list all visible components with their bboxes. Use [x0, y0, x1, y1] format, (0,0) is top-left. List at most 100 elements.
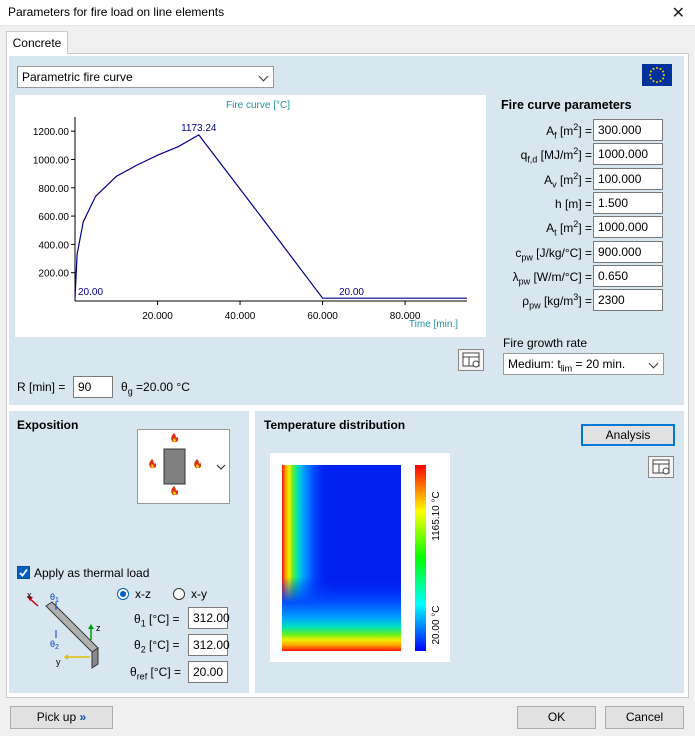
theta1-sub: 1 [140, 618, 146, 629]
param-input[interactable]: 300.000 [593, 119, 663, 141]
y-tick-label: 800.00 [38, 184, 69, 195]
exposition-select[interactable] [137, 429, 230, 504]
param-input[interactable]: 1000.000 [593, 143, 663, 166]
param-sub: v [552, 178, 557, 189]
param-unit: [kg/m [540, 294, 574, 309]
y-tick-label: 400.00 [38, 240, 69, 251]
param-input[interactable]: 100.000 [593, 167, 663, 190]
star-icon [652, 80, 655, 83]
title-bar: Parameters for fire load on line element… [0, 0, 695, 26]
axis-z-label: z [96, 623, 101, 633]
export-chart-icon[interactable] [458, 349, 484, 371]
param-input[interactable]: 0.650 [593, 264, 663, 287]
theta2-axis-symbol: θ [50, 639, 55, 649]
r-min-input[interactable]: 90 [73, 376, 113, 398]
theta-g-sub: g [127, 386, 133, 397]
close-icon[interactable]: ✕ [671, 5, 685, 22]
param-symbol: ρ [522, 294, 530, 309]
param-label: At [m2] = [546, 219, 592, 237]
chevron-down-icon [648, 358, 659, 369]
window-title: Parameters for fire load on line element… [8, 5, 225, 19]
axis-y-label: y [56, 657, 61, 667]
cancel-button[interactable]: Cancel [605, 706, 684, 729]
x-tick-label: 20.000 [142, 311, 173, 322]
param-sub: pw [529, 300, 541, 311]
fire-curve-chart: Fire curve [°C] 1200.00 1000.00 800.00 600.… [15, 95, 486, 337]
thetaref-unit: [°C] = [147, 665, 182, 679]
star-icon [656, 81, 658, 83]
param-unit: [MJ/m [537, 148, 574, 163]
param-unit: [m [556, 221, 574, 236]
temperature-title: Temperature distribution [264, 418, 406, 432]
param-sup: 2 [573, 219, 579, 230]
x-axis-label: Time [min.] [409, 319, 458, 330]
ok-button[interactable]: OK [517, 706, 596, 729]
param-symbol: c [515, 245, 522, 260]
theta2-sub: 2 [140, 644, 146, 655]
param-sub: pw [518, 276, 531, 287]
growth-rate-select[interactable]: Medium: tlim = 20 min. [503, 353, 664, 375]
exposition-diagram [149, 433, 226, 496]
param-input[interactable]: 1000.000 [593, 216, 663, 239]
theta1-input[interactable]: 312.00 [188, 607, 230, 629]
star-icon [652, 67, 655, 70]
param-tail: ] = [578, 124, 592, 138]
temperature-contour-plot: 1165.10 °C 20.00 °C [270, 453, 450, 662]
param-label: ρpw [kg/m3] = [522, 292, 592, 310]
radio-xz[interactable] [117, 588, 129, 600]
analysis-button[interactable]: Analysis [581, 424, 675, 446]
export-temperature-icon[interactable] [648, 456, 674, 478]
chevron-down-icon [258, 71, 269, 82]
double-chevron-right-icon: » [79, 710, 87, 724]
chart-title: Fire curve [°C] [226, 100, 290, 111]
x-tick-label: 80.000 [390, 311, 421, 322]
param-input[interactable]: 900.000 [593, 240, 663, 263]
param-tail: ] = [578, 245, 592, 260]
param-sup: 2 [573, 146, 579, 157]
param-tail: ] = [578, 196, 592, 211]
theta-g-value: =20.00 °C [136, 380, 190, 394]
fire-curve-type-select[interactable]: Parametric fire curve [17, 66, 274, 88]
star-icon [649, 77, 652, 80]
param-label: cpw [J/kg/°C] = [515, 244, 592, 262]
tab-concrete[interactable]: Concrete [6, 31, 68, 54]
radio-xy[interactable] [173, 588, 185, 600]
fire-curve-series [74, 134, 467, 299]
theta2-input[interactable]: 312.00 [188, 634, 230, 656]
param-unit: [W/m/°C [530, 269, 579, 284]
star-icon [662, 77, 665, 80]
theta2-axis-sub: 2 [55, 644, 59, 651]
fire-curve-type-value: Parametric fire curve [22, 70, 133, 84]
param-label: Af [m2] = [546, 122, 592, 140]
param-input[interactable]: 2300 [593, 289, 663, 312]
eu-flag-icon [642, 64, 672, 86]
growth-label: Fire growth rate [503, 336, 588, 350]
star-icon [649, 70, 652, 73]
theta1-symbol: θ [134, 612, 141, 626]
theta1-axis-sub: 1 [55, 597, 59, 604]
param-input[interactable]: 1.500 [593, 191, 663, 214]
param-tail: ] = [578, 294, 592, 309]
y-tick-label: 600.00 [38, 212, 69, 223]
beam-axes-diagram: x z y θ1 θ2 [27, 590, 101, 669]
apply-thermal-checkbox[interactable] [17, 566, 30, 579]
param-sub: pw [521, 251, 533, 262]
param-label: λpw [W/m/°C] = [513, 268, 592, 286]
param-symbol: λ [512, 269, 519, 284]
param-unit: [m [556, 124, 574, 138]
param-symbol: h [554, 196, 562, 211]
param-tail: ] = [578, 148, 592, 163]
pick-up-button[interactable]: Pick up » [10, 706, 113, 729]
param-unit: [m [561, 196, 579, 211]
growth-value-sub: lim [560, 363, 573, 374]
star-icon [663, 74, 665, 76]
star-icon [649, 74, 651, 76]
tab-label: Concrete [12, 36, 62, 50]
theta2-label: θ2 [°C] = [134, 638, 180, 654]
theta2-unit: [°C] = [145, 638, 180, 652]
thetaref-label: θref [°C] = [130, 665, 181, 681]
param-tail: ] = [578, 221, 592, 236]
theta2-axis-label: θ2 [50, 639, 59, 651]
fire-icon [149, 433, 202, 496]
thetaref-input[interactable]: 20.00 [188, 661, 228, 683]
